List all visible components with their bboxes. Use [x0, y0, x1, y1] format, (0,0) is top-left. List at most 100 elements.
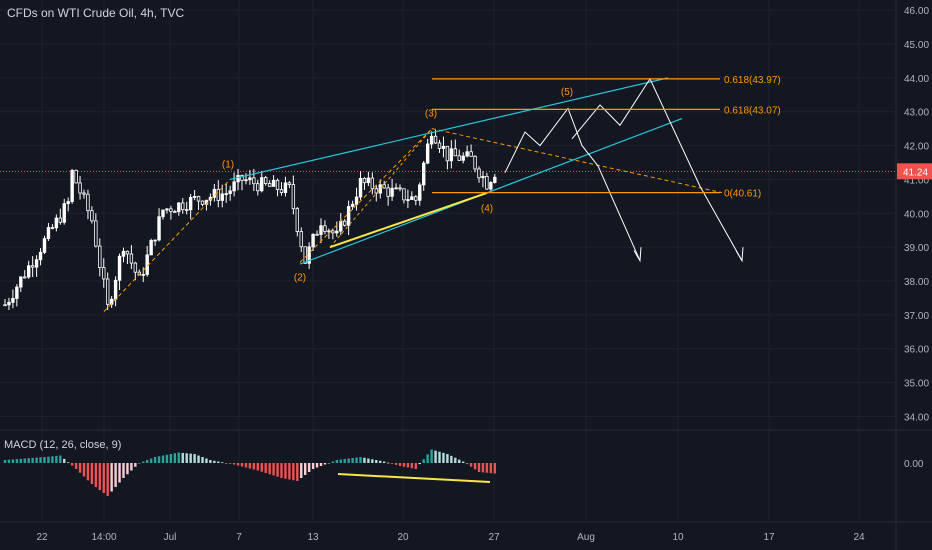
- macd-bar: [446, 454, 449, 463]
- candle-body: [323, 225, 327, 232]
- macd-bar: [284, 463, 287, 479]
- macd-bar: [292, 463, 295, 481]
- macd-bar: [438, 451, 441, 463]
- candle-body: [493, 176, 497, 183]
- x-tick-label: Jul: [164, 532, 177, 543]
- candle-body: [378, 184, 382, 194]
- candle-body: [200, 200, 205, 205]
- macd-bar: [157, 456, 161, 463]
- y-tick-label: 44.00: [904, 74, 929, 85]
- candle-body: [354, 196, 359, 205]
- candle-body: [267, 183, 272, 187]
- macd-bar: [339, 459, 342, 463]
- candle-body: [315, 233, 319, 236]
- x-tick-label: 17: [763, 532, 775, 543]
- macd-bar: [27, 458, 30, 463]
- candle-body: [74, 169, 78, 184]
- macd-bar: [232, 463, 236, 465]
- macd-bar: [256, 463, 259, 471]
- candle-body: [421, 162, 426, 186]
- candle-body: [335, 230, 339, 234]
- candle-body: [362, 178, 367, 184]
- candle-body: [216, 188, 220, 201]
- macd-bar: [390, 463, 394, 464]
- wave-projection: [103, 179, 231, 312]
- channel-upper: [229, 77, 669, 181]
- macd-bar: [422, 459, 425, 463]
- macd-bar: [398, 463, 402, 466]
- macd-bar: [55, 455, 58, 463]
- candle-body: [429, 135, 434, 145]
- x-tick-label: 22: [36, 532, 48, 543]
- candle-body: [252, 177, 256, 185]
- candle-body: [149, 240, 153, 256]
- candle-body: [70, 169, 74, 202]
- candle-body: [133, 262, 138, 273]
- candle-body: [256, 183, 260, 192]
- macd-bar: [359, 457, 362, 463]
- candle-body: [275, 179, 280, 191]
- macd-bar: [51, 456, 54, 463]
- candle-body: [465, 151, 469, 157]
- candle-body: [11, 298, 15, 303]
- y-tick-label: 42.00: [904, 142, 929, 153]
- candle-body: [244, 179, 248, 182]
- macd-bar: [59, 455, 62, 463]
- candle-body: [220, 193, 224, 201]
- candle-body: [433, 135, 438, 144]
- macd-bar: [197, 455, 200, 463]
- macd-bar: [78, 463, 82, 473]
- candle-body: [263, 177, 268, 184]
- projected-path-a: [504, 107, 641, 261]
- candle-body: [374, 188, 378, 194]
- macd-bar: [272, 463, 275, 476]
- macd-bar: [31, 457, 34, 463]
- macd-bar: [323, 463, 327, 465]
- macd-bar: [225, 463, 228, 464]
- macd-bar: [379, 460, 382, 463]
- candle-body: [169, 208, 173, 212]
- macd-bar: [213, 460, 216, 463]
- grid: [0, 0, 896, 522]
- arrow-head: [633, 247, 642, 263]
- candle-body: [125, 250, 130, 255]
- macd-bar: [307, 463, 311, 472]
- y-tick-label: 43.00: [904, 108, 929, 119]
- candle-body: [386, 187, 390, 197]
- candle-body: [469, 151, 473, 157]
- candle-body: [346, 206, 351, 226]
- candle-body: [192, 196, 197, 198]
- candle-body: [291, 184, 296, 210]
- candle-body: [113, 279, 118, 300]
- candle-body: [3, 304, 7, 307]
- macd-bar: [221, 462, 224, 464]
- macd-bar: [363, 457, 366, 463]
- candle-body: [382, 184, 386, 189]
- y-tick-label: 40.00: [904, 209, 929, 220]
- macd-trendline: [337, 473, 491, 483]
- candle-body: [485, 176, 489, 190]
- candle-body: [303, 246, 307, 264]
- wave-projection: [329, 128, 433, 248]
- candle-body: [86, 193, 90, 212]
- macd-bar: [165, 454, 169, 463]
- macd-bar: [15, 459, 19, 463]
- macd-bar: [114, 463, 117, 487]
- candle-body: [410, 196, 414, 200]
- candlestick-series: [3, 129, 497, 311]
- y-tick-label: 37.00: [904, 311, 929, 322]
- arrow-head: [735, 247, 744, 263]
- macd-bar: [315, 463, 319, 468]
- candle-body: [394, 187, 398, 190]
- wave-projection: [299, 128, 433, 263]
- wave-label: (1): [222, 159, 234, 170]
- macd-bar: [106, 463, 109, 496]
- macd-bar: [153, 457, 157, 463]
- macd-bar: [469, 463, 473, 467]
- candle-body: [196, 196, 201, 202]
- macd-bar: [473, 463, 477, 470]
- macd-bar: [35, 457, 38, 463]
- macd-bar: [201, 457, 204, 463]
- candle-body: [366, 177, 371, 184]
